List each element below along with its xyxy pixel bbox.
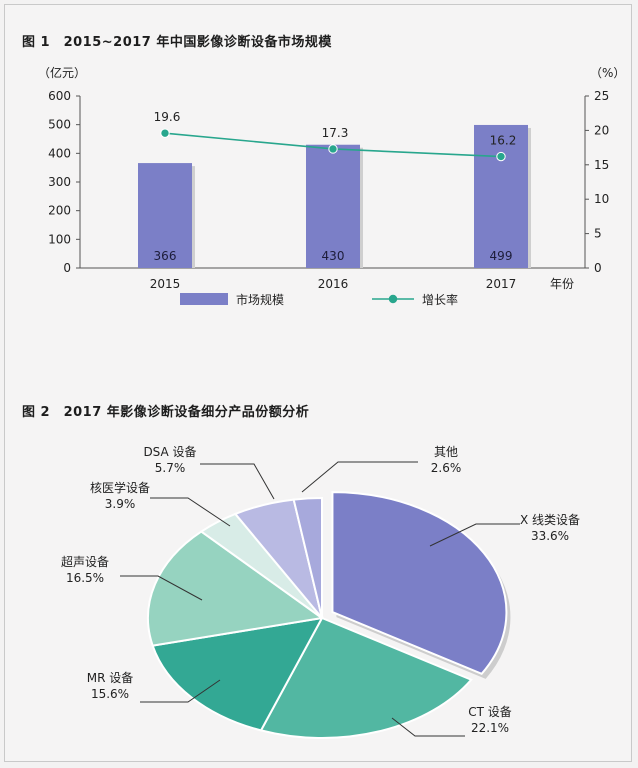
right-tick-label: 20 [594,123,609,137]
pie-chart: X 线类设备 33.6% CT 设备 22.1% MR 设备 15.6% 超声设备 16.5%… [61,445,580,739]
bar [138,163,192,268]
slice-name-label: 超声设备 [61,554,109,569]
slice-value-label: 3.9% [105,497,136,511]
left-tick-label: 500 [48,118,71,132]
slice-value-label: 15.6% [91,687,129,701]
x-tick-label: 2016 [318,277,349,291]
bar-value-label: 366 [154,249,177,263]
slice-value-label: 2.6% [431,461,462,475]
legend-bar-label: 市场规模 [236,292,284,307]
slice-name-label: 其他 [434,445,458,459]
left-tick-label: 0 [63,261,71,275]
slice-value-label: 5.7% [155,461,186,475]
left-tick-label: 400 [48,146,71,160]
right-tick-label: 15 [594,158,609,172]
growth-value-label: 19.6 [154,110,181,124]
leader-line [150,497,231,527]
leader-line [120,575,203,601]
left-tick-label: 200 [48,204,71,218]
leader-line [140,679,221,703]
bar-value-label: 430 [322,249,345,263]
left-axis-unit: （亿元） [38,65,86,80]
slice-name-label: CT 设备 [468,705,512,719]
right-tick-label: 0 [594,261,602,275]
pie-slice [147,530,325,647]
growth-point [328,144,338,154]
x-tick-label: 2015 [150,277,181,291]
pie-slice [151,616,324,732]
figure2-title: 图 2 2017 年影像诊断设备细分产品份额分析 [22,405,310,420]
slice-value-label: 33.6% [531,529,569,543]
bar-line-chart: （亿元） （%） 0 100 200 300 400 500 600 0 5 10 15 20 25 366 4… [38,65,625,307]
growth-value-label: 16.2 [490,134,517,148]
leader-line [429,523,520,547]
pie-slice [331,491,508,676]
slice-name-label: DSA 设备 [143,445,196,459]
legend-line-marker [388,294,398,304]
growth-point [160,128,170,138]
right-tick-label: 10 [594,192,609,206]
x-tick-label: 2017 [486,277,517,291]
slice-value-label: 22.1% [471,721,509,735]
pie-slice [292,496,323,619]
legend-bar-swatch [180,293,228,305]
slice-name-label: MR 设备 [87,671,134,685]
left-tick-label: 600 [48,89,71,103]
figure1-title: 图 1 2015~2017 年中国影像诊断设备市场规模 [22,35,332,50]
legend-line-label: 增长率 [422,292,458,307]
growth-value-label: 17.3 [322,126,349,140]
bar [306,144,360,268]
slice-name-label: 核医学设备 [90,480,150,495]
bar [474,124,528,268]
slice-name-label: X 线类设备 [520,513,580,527]
growth-point [496,151,506,162]
bar-value-label: 499 [490,249,513,263]
x-axis-suffix: 年份 [550,277,574,291]
slice-value-label: 16.5% [66,571,104,585]
leader-line [391,717,465,737]
leader-line [200,463,275,500]
right-tick-label: 25 [594,89,609,103]
pie-slice [259,616,473,739]
right-axis-unit: （%） [590,66,625,80]
leader-line [301,461,418,493]
left-tick-label: 300 [48,175,71,189]
right-tick-label: 5 [594,227,602,241]
left-tick-label: 100 [48,232,71,246]
